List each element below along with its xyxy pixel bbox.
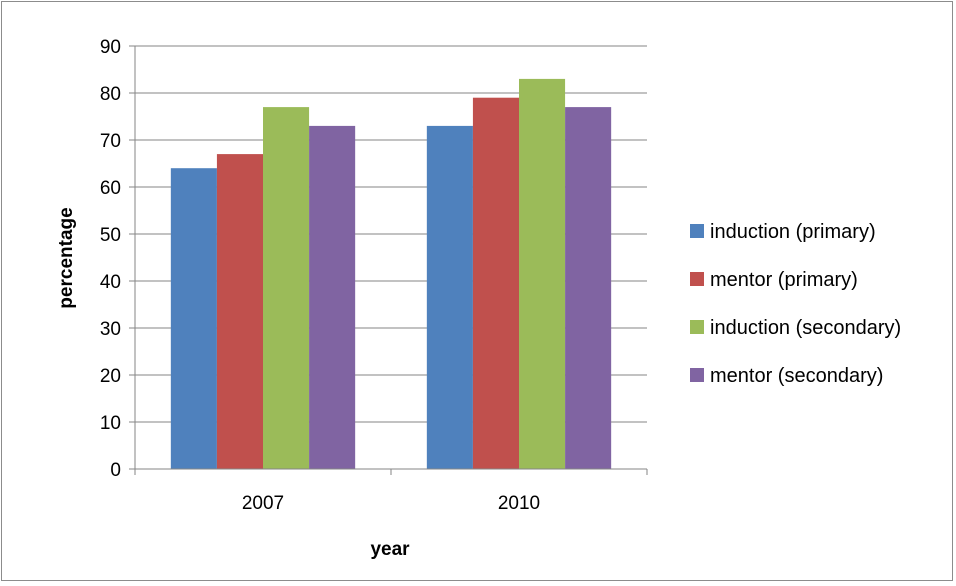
legend-label: induction (primary) [710, 221, 876, 243]
y-tick-label: 10 [100, 413, 121, 434]
y-tick-label: 30 [100, 319, 121, 340]
legend-label: mentor (secondary) [710, 365, 883, 387]
y-axis-title: percentage [56, 207, 77, 308]
y-tick-label: 20 [100, 366, 121, 387]
y-tick-label: 50 [100, 225, 121, 246]
legend-swatch [690, 368, 704, 382]
bar-induction-primary-2010 [426, 125, 473, 470]
y-tick-label: 40 [100, 272, 121, 293]
bar-mentor-secondary-2007 [309, 125, 356, 470]
bar-induction-secondary-2010 [519, 78, 566, 470]
y-tick-label: 70 [100, 131, 121, 152]
bar-mentor-primary-2010 [472, 97, 519, 469]
bar-mentor-primary-2007 [216, 154, 263, 469]
legend-swatch [690, 224, 704, 238]
legend: induction (primary) mentor (primary) induc… [690, 221, 901, 387]
bar-induction-primary-2007 [170, 168, 217, 469]
y-tick-label: 90 [100, 37, 121, 58]
y-tick-label: 60 [100, 178, 121, 199]
legend-swatch [690, 272, 704, 286]
legend-swatch [690, 320, 704, 334]
y-tick-label: 0 [110, 460, 121, 481]
y-tick-label: 80 [100, 84, 121, 105]
x-tick-label: 2007 [242, 493, 284, 514]
x-tick-label: 2010 [498, 493, 540, 514]
bar-induction-secondary-2007 [263, 107, 310, 469]
legend-label: induction (secondary) [710, 317, 901, 339]
x-tick-labels: 2007 2010 [242, 493, 540, 514]
axes [129, 45, 648, 475]
y-tick-labels: 0 10 20 30 40 50 60 70 80 90 [100, 37, 121, 481]
legend-label: mentor (primary) [710, 269, 858, 291]
x-axis-title: year [370, 539, 410, 560]
bars [170, 78, 612, 470]
bar-mentor-secondary-2010 [565, 107, 612, 469]
